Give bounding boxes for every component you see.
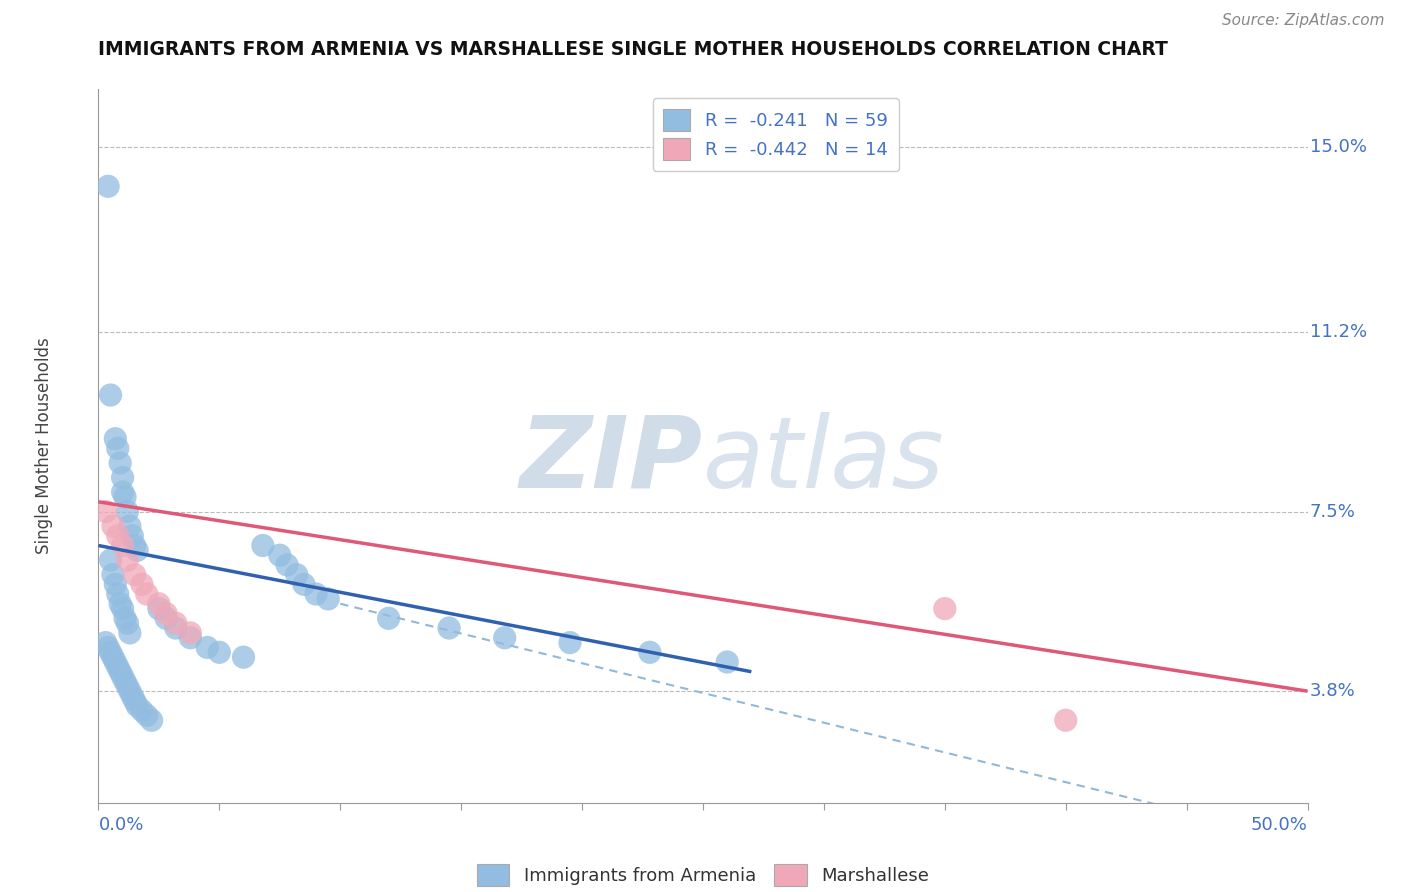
- Point: [94, 635, 117, 649]
- Text: Single Mother Households: Single Mother Households: [35, 338, 53, 554]
- Point: [121, 529, 143, 543]
- Point: [118, 626, 141, 640]
- Text: 11.2%: 11.2%: [1310, 323, 1367, 341]
- Text: atlas: atlas: [703, 412, 945, 508]
- Text: 7.5%: 7.5%: [1310, 502, 1355, 521]
- Point: [165, 616, 187, 631]
- Point: [179, 626, 201, 640]
- Point: [107, 529, 129, 543]
- Point: [108, 665, 131, 679]
- Point: [252, 539, 274, 553]
- Point: [118, 519, 141, 533]
- Point: [101, 519, 124, 533]
- Point: [127, 543, 149, 558]
- Point: [107, 587, 129, 601]
- Point: [94, 504, 117, 518]
- Point: [195, 640, 218, 655]
- Point: [494, 631, 516, 645]
- Point: [208, 645, 231, 659]
- Point: [108, 597, 131, 611]
- Legend: Immigrants from Armenia, Marshallese: Immigrants from Armenia, Marshallese: [470, 857, 936, 892]
- Text: 3.8%: 3.8%: [1310, 682, 1355, 700]
- Point: [108, 456, 131, 470]
- Point: [135, 587, 157, 601]
- Point: [97, 179, 120, 194]
- Point: [111, 485, 134, 500]
- Point: [285, 567, 308, 582]
- Point: [638, 645, 661, 659]
- Point: [107, 660, 129, 674]
- Point: [117, 679, 139, 693]
- Point: [276, 558, 298, 572]
- Point: [934, 601, 956, 615]
- Point: [269, 548, 291, 562]
- Point: [107, 442, 129, 456]
- Point: [114, 674, 136, 689]
- Point: [135, 708, 157, 723]
- Point: [121, 689, 143, 703]
- Point: [101, 567, 124, 582]
- Point: [437, 621, 460, 635]
- Point: [117, 616, 139, 631]
- Point: [124, 539, 146, 553]
- Point: [558, 635, 581, 649]
- Point: [111, 470, 134, 484]
- Point: [114, 611, 136, 625]
- Point: [131, 704, 153, 718]
- Point: [131, 577, 153, 591]
- Point: [179, 631, 201, 645]
- Point: [111, 670, 134, 684]
- Text: IMMIGRANTS FROM ARMENIA VS MARSHALLESE SINGLE MOTHER HOUSEHOLDS CORRELATION CHAR: IMMIGRANTS FROM ARMENIA VS MARSHALLESE S…: [98, 40, 1168, 59]
- Point: [111, 601, 134, 615]
- Text: Source: ZipAtlas.com: Source: ZipAtlas.com: [1222, 13, 1385, 29]
- Point: [114, 490, 136, 504]
- Point: [97, 640, 120, 655]
- Point: [124, 694, 146, 708]
- Point: [165, 621, 187, 635]
- Point: [104, 655, 127, 669]
- Point: [100, 388, 122, 402]
- Text: 50.0%: 50.0%: [1251, 816, 1308, 834]
- Point: [1054, 713, 1077, 727]
- Point: [305, 587, 328, 601]
- Point: [148, 597, 170, 611]
- Text: 0.0%: 0.0%: [98, 816, 143, 834]
- Point: [316, 591, 339, 606]
- Point: [377, 611, 399, 625]
- Point: [232, 650, 254, 665]
- Point: [100, 645, 122, 659]
- Point: [100, 553, 122, 567]
- Point: [117, 504, 139, 518]
- Point: [111, 539, 134, 553]
- Point: [155, 611, 177, 625]
- Point: [292, 577, 315, 591]
- Point: [148, 601, 170, 615]
- Point: [716, 655, 738, 669]
- Point: [104, 432, 127, 446]
- Point: [117, 553, 139, 567]
- Point: [127, 698, 149, 713]
- Text: ZIP: ZIP: [520, 412, 703, 508]
- Point: [155, 607, 177, 621]
- Point: [101, 650, 124, 665]
- Point: [118, 684, 141, 698]
- Point: [141, 713, 163, 727]
- Point: [104, 577, 127, 591]
- Point: [124, 567, 146, 582]
- Text: 15.0%: 15.0%: [1310, 138, 1367, 156]
